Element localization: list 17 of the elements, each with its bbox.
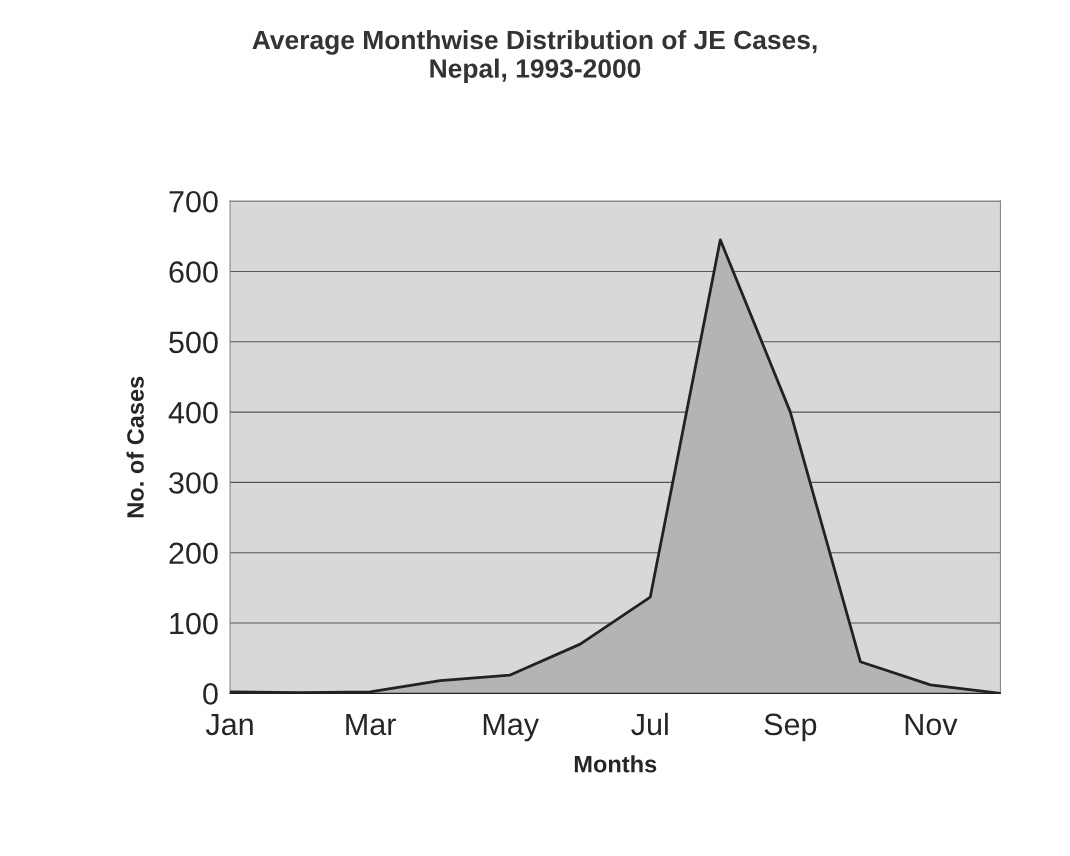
y-tick-label: 400 xyxy=(168,401,218,424)
y-tick-label: 0 xyxy=(203,683,218,705)
chart-title: Average Monthwise Distribution of JE Cases, Nepal, 1993-2000 xyxy=(252,29,817,84)
y-tick-label: 500 xyxy=(169,331,218,354)
x-tick-label: Sep xyxy=(764,713,817,742)
y-tick-label: 300 xyxy=(169,472,218,494)
x-tick-label: Jan xyxy=(205,713,253,736)
x-axis-title: Months xyxy=(574,755,657,773)
y-tick-label: 200 xyxy=(169,542,218,565)
x-tick-label: Jul xyxy=(631,712,668,736)
x-tick-label: Nov xyxy=(905,713,958,736)
x-tick-label: Mar xyxy=(346,713,396,736)
y-tick-label: 100 xyxy=(170,612,218,635)
y-tick-label: 700 xyxy=(169,190,218,213)
y-tick-label: 600 xyxy=(169,261,218,283)
x-tick-label: May xyxy=(483,713,539,742)
y-axis-title: No. of Cases xyxy=(126,376,144,518)
